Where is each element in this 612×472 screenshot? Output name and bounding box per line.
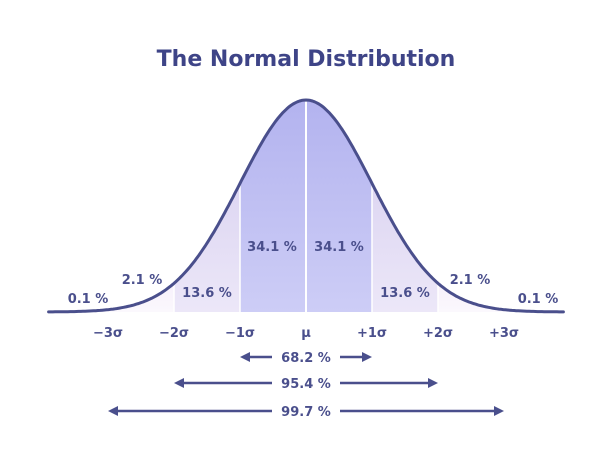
span-label: 99.7 % [281,405,331,420]
region-area-3 [240,100,306,312]
region-label: 0.1 % [68,292,109,307]
bell-curve [47,98,565,314]
region-area-6 [438,283,504,312]
coverage-span: 99.7 % [108,405,504,420]
region-label: 2.1 % [122,273,163,288]
span-label: 95.4 % [281,377,331,392]
region-label: 2.1 % [450,273,491,288]
coverage-span: 95.4 % [174,377,438,392]
arrowhead-right [362,352,372,362]
axis-tick-label: +2σ [423,326,453,341]
arrowhead-left [174,378,184,388]
region-label: 0.1 % [518,292,559,307]
coverage-span: 68.2 % [240,351,372,366]
region-label: 34.1 % [314,240,364,255]
axis-tick-label: +1σ [357,326,387,341]
span-label: 68.2 % [281,351,331,366]
sigma-divider-lines [173,101,439,312]
arrowhead-right [428,378,438,388]
region-area-4 [306,100,372,312]
arrowhead-left [240,352,250,362]
axis-tick-label: +3σ [489,326,519,341]
coverage-arrows: 68.2 % 95.4 % 99.7 % [108,351,504,420]
sigma-axis-ticks: −3σ −2σ −1σ μ +1σ +2σ +3σ [93,326,519,341]
axis-tick-label: μ [301,326,311,341]
axis-tick-label: −1σ [225,326,255,341]
region-area-1 [108,283,174,312]
axis-tick-label: −2σ [159,326,189,341]
region-label: 13.6 % [182,286,232,301]
bell-curve-line [47,98,565,314]
axis-tick-label: −3σ [93,326,123,341]
arrowhead-left [108,406,118,416]
region-label: 34.1 % [247,240,297,255]
region-label: 13.6 % [380,286,430,301]
chart-title: The Normal Distribution [157,47,456,72]
arrowhead-right [494,406,504,416]
region-percentage-labels: 0.1 % 2.1 % 13.6 % 34.1 % 34.1 % 13.6 % 2.1 % 0… [68,240,559,307]
